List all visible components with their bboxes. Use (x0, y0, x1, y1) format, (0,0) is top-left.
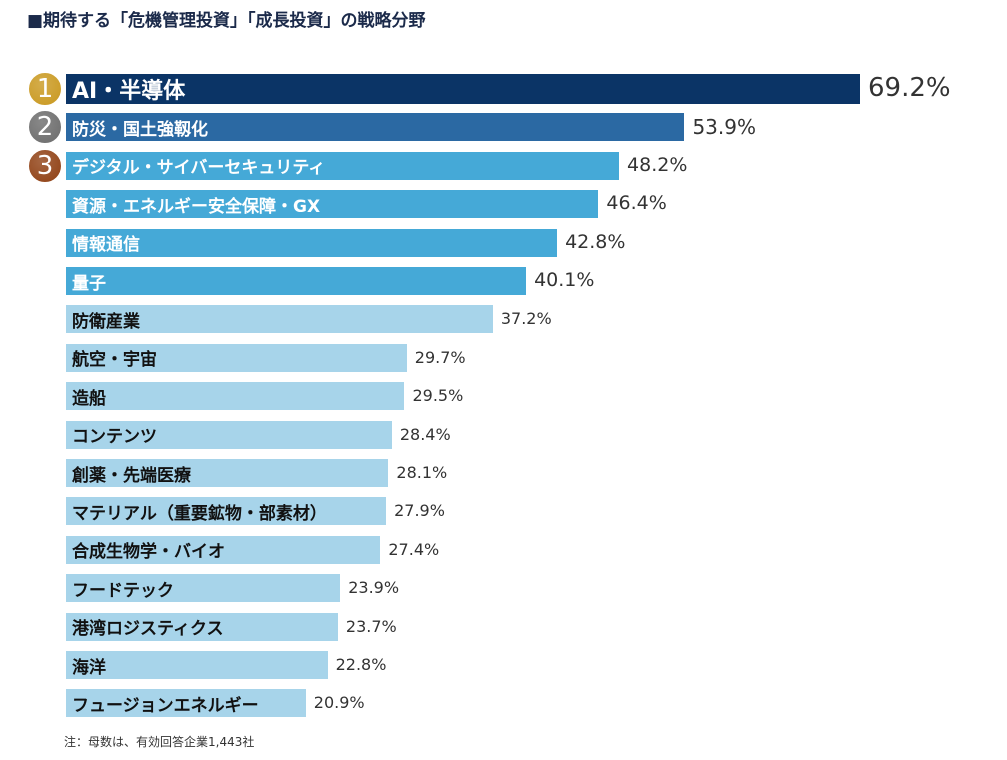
bar-label: 量子 (72, 273, 106, 294)
rank-badge: 1 (27, 71, 63, 107)
value-label: 29.7% (414, 347, 466, 367)
bar: 量子 (66, 267, 527, 295)
bar-label: 港湾ロジスティクス (72, 619, 224, 640)
bar-label: 資源・エネルギー安全保障・GX (72, 196, 321, 217)
bar-label: AI・半導体 (72, 79, 186, 104)
bar: 資源・エネルギー安全保障・GX (66, 190, 599, 219)
value-label: 22.8% (335, 655, 387, 675)
value-label: 40.1% (534, 269, 595, 292)
value-label: 27.9% (394, 501, 445, 521)
bar: 創薬・先端医療 (66, 459, 389, 487)
bar-label: コンテンツ (72, 427, 157, 448)
bar: マテリアル（重要鉱物・部素材） (66, 497, 387, 526)
value-label: 28.4% (399, 424, 451, 444)
bar-label: 造船 (72, 388, 106, 409)
chart-note: 注：母数は、有効回答企業1,443社 (64, 735, 255, 749)
bar: デジタル・サイバーセキュリティ (66, 151, 620, 180)
value-label: 48.2% (627, 154, 688, 177)
value-label: 29.5% (412, 386, 464, 406)
bar: 港湾ロジスティクス (66, 612, 338, 641)
bar-label: フードテック (72, 580, 174, 601)
value-label: 23.7% (345, 616, 397, 636)
bar-label: 情報通信 (72, 235, 140, 256)
bar-label: 防災・国土強靱化 (72, 119, 208, 140)
rank-badge: 2 (27, 109, 63, 146)
bar: 造船 (66, 382, 405, 411)
bar-label: 創薬・先端医療 (72, 465, 191, 486)
bar: フュージョンエネルギー (66, 689, 306, 718)
bar: AI・半導体 (66, 74, 860, 104)
bar: 海洋 (66, 651, 328, 679)
bar-label: マテリアル（重要鉱物・部素材） (72, 503, 327, 524)
rank-badge: 3 (27, 147, 63, 184)
bar-label: フュージョンエネルギー (72, 695, 259, 716)
bar-label: デジタル・サイバーセキュリティ (72, 158, 326, 179)
bar-label: 合成生物学・バイオ (72, 542, 225, 563)
value-label: 37.2% (500, 309, 552, 329)
value-label: 20.9% (313, 693, 365, 713)
value-label: 46.4% (606, 192, 667, 215)
bar-label: 航空・宇宙 (72, 350, 157, 371)
chart-title: ■期待する「危機管理投資」「成長投資」の戦略分野 (27, 11, 426, 31)
bar-label: 防衛産業 (72, 311, 140, 332)
bar: コンテンツ (66, 420, 392, 449)
bar: 合成生物学・バイオ (66, 535, 381, 564)
bar-label: 海洋 (72, 657, 106, 678)
value-label: 42.8% (565, 230, 626, 253)
value-label: 28.1% (396, 463, 448, 483)
bar: 情報通信 (66, 228, 558, 257)
value-label: 69.2% (868, 72, 951, 103)
value-label: 23.9% (348, 578, 400, 598)
bar: 防災・国土強靱化 (66, 113, 685, 142)
value-label: 27.4% (388, 539, 440, 559)
bar: 防衛産業 (66, 305, 493, 334)
value-label: 53.9% (692, 115, 756, 139)
bar: フードテック (66, 574, 341, 603)
bar: 航空・宇宙 (66, 343, 407, 372)
